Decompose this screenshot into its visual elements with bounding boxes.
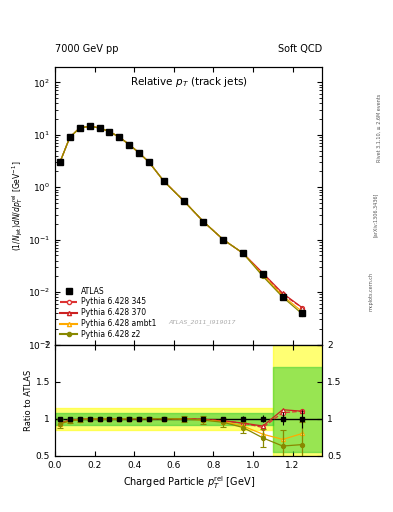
Text: ATLAS_2011_I919017: ATLAS_2011_I919017: [168, 319, 236, 325]
Legend: ATLAS, Pythia 6.428 345, Pythia 6.428 370, Pythia 6.428 ambt1, Pythia 6.428 z2: ATLAS, Pythia 6.428 345, Pythia 6.428 37…: [59, 285, 158, 340]
Y-axis label: Ratio to ATLAS: Ratio to ATLAS: [24, 370, 33, 431]
Y-axis label: $(1/N_\mathrm{jet})dN/dp^\mathrm{rel}_T\ [\mathrm{GeV}^{-1}]$: $(1/N_\mathrm{jet})dN/dp^\mathrm{rel}_T\…: [11, 160, 25, 251]
Text: Relative $p_{T}$ (track jets): Relative $p_{T}$ (track jets): [130, 75, 248, 89]
Text: 7000 GeV pp: 7000 GeV pp: [55, 44, 119, 54]
Text: Soft QCD: Soft QCD: [278, 44, 322, 54]
X-axis label: Charged Particle $p^\mathrm{rel}_T$ [GeV]: Charged Particle $p^\mathrm{rel}_T$ [GeV…: [123, 474, 255, 490]
Text: [arXiv:1306.3436]: [arXiv:1306.3436]: [373, 193, 378, 237]
Text: Rivet 3.1.10, ≥ 2.6M events: Rivet 3.1.10, ≥ 2.6M events: [377, 94, 382, 162]
Text: mcplots.cern.ch: mcplots.cern.ch: [369, 272, 374, 311]
